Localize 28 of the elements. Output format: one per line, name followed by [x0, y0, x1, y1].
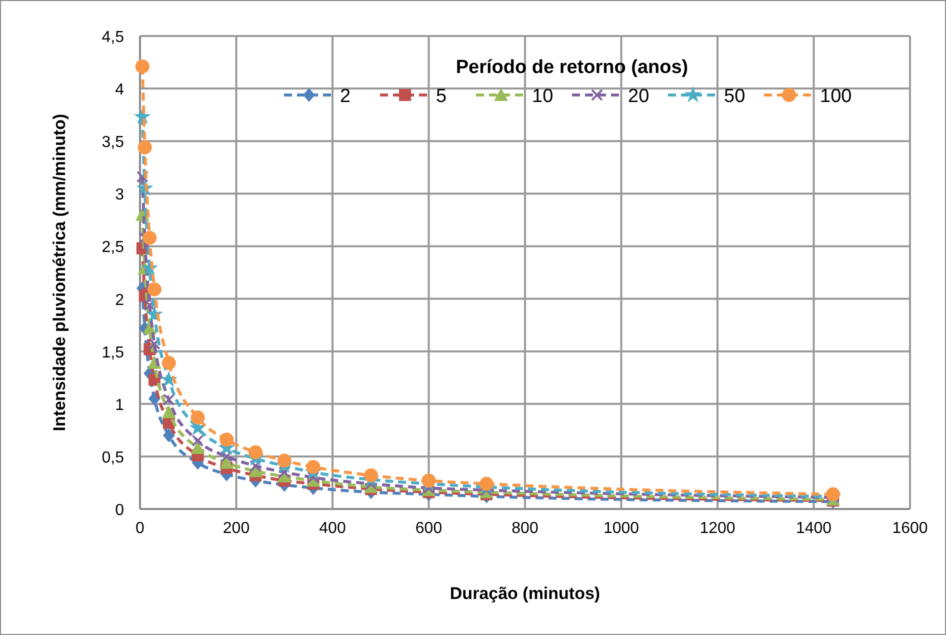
x-axis-title: Duração (minutos)	[450, 584, 600, 603]
x-tick-label: 1400	[796, 520, 832, 537]
x-tick-label: 600	[415, 520, 442, 537]
y-tick-label: 3	[115, 186, 124, 204]
y-tick-label: 2,5	[102, 239, 124, 256]
legend-label: 5	[436, 86, 447, 107]
legend-label: 2	[340, 86, 351, 107]
y-tick-label: 1,5	[102, 344, 124, 362]
y-tick-label: 2	[115, 292, 124, 309]
x-tick-label: 400	[319, 520, 346, 537]
x-tick-label: 800	[512, 520, 538, 537]
legend-label: 50	[724, 86, 746, 107]
y-tick-label: 0,5	[102, 449, 124, 466]
y-tick-label: 1	[115, 396, 124, 414]
y-tick-label: 4	[115, 82, 124, 99]
x-tick-label: 200	[222, 520, 250, 537]
legend-title: Período de retorno (anos)	[456, 57, 688, 78]
legend-label: 100	[820, 86, 852, 107]
y-tick-label: 3,5	[102, 134, 124, 152]
x-tick-label: 1600	[892, 520, 928, 537]
x-tick-label: 1000	[603, 520, 640, 537]
x-tick-label: 1200	[700, 520, 736, 537]
x-tick-label: 0	[136, 520, 145, 537]
y-tick-label: 4,5	[102, 29, 124, 46]
y-tick-label: 0	[115, 502, 124, 519]
legend-label: 10	[532, 86, 554, 107]
legend-label: 20	[628, 86, 650, 107]
y-axis-title: Intensidade pluviométrica (mm/minuto)	[50, 114, 69, 432]
